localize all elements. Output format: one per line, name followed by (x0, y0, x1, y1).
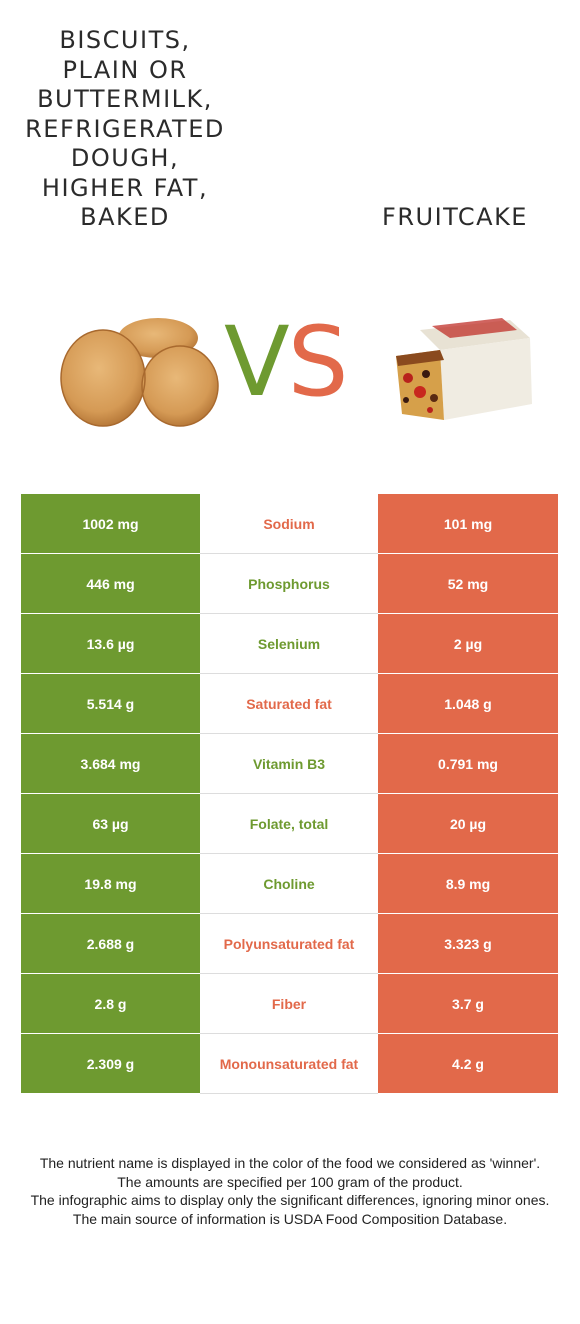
left-value: 19.8 mg (21, 853, 200, 914)
vs-v: V (224, 306, 290, 418)
nutrient-name: Sodium (200, 494, 378, 554)
table-row: 63 µg Folate, total 20 µg (21, 793, 558, 854)
table-row: 2.309 g Monounsaturated fat 4.2 g (21, 1033, 558, 1094)
table-row: 3.684 mg Vitamin B3 0.791 mg (21, 733, 558, 794)
right-value: 4.2 g (378, 1033, 558, 1094)
table-row: 13.6 µg Selenium 2 µg (21, 613, 558, 674)
footer-notes: The nutrient name is displayed in the co… (20, 1154, 560, 1228)
left-value: 63 µg (21, 793, 200, 854)
left-value: 2.688 g (21, 913, 200, 974)
fruitcake-image (396, 318, 532, 420)
left-food-title-line: BUTTERMILK, (37, 85, 213, 113)
left-food-title-line: BAKED (80, 203, 170, 231)
nutrient-name: Vitamin B3 (200, 733, 378, 794)
nutrient-name: Fiber (200, 973, 378, 1034)
left-food-title-line: DOUGH, (70, 144, 180, 172)
table-row: 19.8 mg Choline 8.9 mg (21, 853, 558, 914)
left-value: 5.514 g (21, 673, 200, 734)
nutrient-name: Polyunsaturated fat (200, 913, 378, 974)
left-food-title-line: PLAIN OR (62, 55, 188, 84)
nutrient-table: 1002 mg Sodium 101 mg 446 mg Phosphorus 52 mg… (21, 494, 558, 1094)
table-row: 2.8 g Fiber 3.7 g (21, 973, 558, 1034)
right-value: 2 µg (378, 613, 558, 674)
nutrient-name: Phosphorus (200, 553, 378, 614)
right-food-title: FRUITCAKE (382, 203, 528, 231)
footer-line: The infographic aims to display only the… (30, 1192, 550, 1208)
footer-line: The nutrient name is displayed in the co… (39, 1155, 541, 1171)
left-food-title-line: REFRIGERATED (25, 114, 225, 143)
footer-line: The amounts are specified per 100 gram o… (117, 1173, 463, 1190)
footer-line: The main source of information is USDA F… (72, 1210, 508, 1227)
left-value: 13.6 µg (21, 613, 200, 674)
vs-s: S (287, 306, 349, 418)
right-value: 1.048 g (378, 673, 558, 734)
nutrient-name: Monounsaturated fat (200, 1033, 378, 1094)
table-row: 446 mg Phosphorus 52 mg (21, 553, 558, 614)
right-value: 101 mg (378, 494, 558, 554)
right-value: 3.7 g (378, 973, 558, 1034)
nutrient-name: Selenium (200, 613, 378, 674)
table-row: 5.514 g Saturated fat 1.048 g (21, 673, 558, 734)
left-food-title-line: HIGHER FAT, (41, 173, 209, 202)
left-value: 446 mg (21, 553, 200, 614)
left-food-title-line: BISCUITS, (59, 26, 191, 54)
nutrient-name: Saturated fat (200, 673, 378, 734)
right-value: 0.791 mg (378, 733, 558, 794)
right-value: 8.9 mg (378, 853, 558, 914)
left-food-title: BISCUITS, PLAIN OR BUTTERMILK, REFRIGERA… (20, 26, 230, 233)
nutrient-name: Choline (200, 853, 378, 914)
biscuits-image (60, 318, 219, 427)
right-value: 3.323 g (378, 913, 558, 974)
left-value: 3.684 mg (21, 733, 200, 794)
right-value: 52 mg (378, 553, 558, 614)
table-row: 1002 mg Sodium 101 mg (21, 494, 558, 554)
nutrient-name: Folate, total (200, 793, 378, 854)
table-row: 2.688 g Polyunsaturated fat 3.323 g (21, 913, 558, 974)
left-value: 2.309 g (21, 1033, 200, 1094)
right-value: 20 µg (378, 793, 558, 854)
left-value: 1002 mg (21, 494, 200, 554)
vs-label: VS (224, 312, 349, 412)
left-value: 2.8 g (21, 973, 200, 1034)
